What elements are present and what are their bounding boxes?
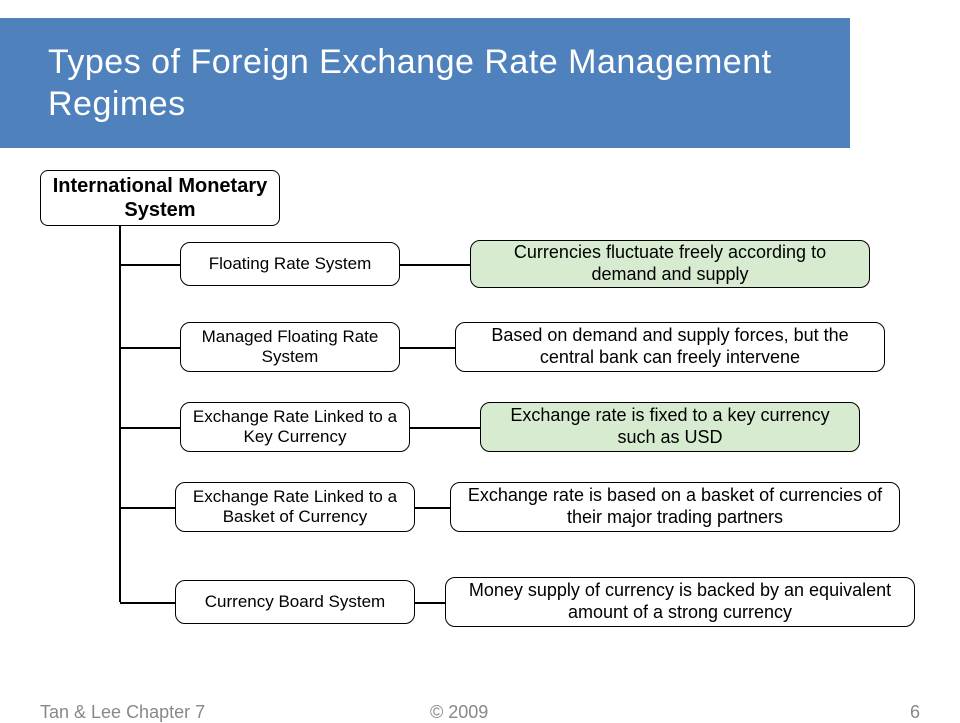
desc-label-1: Based on demand and supply forces, but t… xyxy=(466,325,874,368)
desc-label-4: Money supply of currency is backed by an… xyxy=(456,580,904,623)
link-0 xyxy=(400,264,470,266)
root-node: International Monetary System xyxy=(40,170,280,226)
regime-diagram: International Monetary System Floating R… xyxy=(0,170,960,670)
desc-node-4: Money supply of currency is backed by an… xyxy=(445,577,915,627)
branch-2 xyxy=(120,427,180,429)
link-1 xyxy=(400,347,455,349)
desc-node-0: Currencies fluctuate freely according to… xyxy=(470,240,870,288)
system-label-3: Exchange Rate Linked to a Basket of Curr… xyxy=(186,487,404,528)
system-node-1: Managed Floating Rate System xyxy=(180,322,400,372)
branch-1 xyxy=(120,347,180,349)
link-3 xyxy=(415,507,450,509)
link-4 xyxy=(415,602,445,604)
link-2 xyxy=(410,427,480,429)
branch-3 xyxy=(120,507,175,509)
system-label-4: Currency Board System xyxy=(205,592,385,612)
desc-label-0: Currencies fluctuate freely according to… xyxy=(481,242,859,285)
system-node-2: Exchange Rate Linked to a Key Currency xyxy=(180,402,410,452)
slide-title: Types of Foreign Exchange Rate Managemen… xyxy=(48,41,850,126)
desc-label-2: Exchange rate is fixed to a key currency… xyxy=(491,405,849,448)
desc-node-3: Exchange rate is based on a basket of cu… xyxy=(450,482,900,532)
root-label: International Monetary System xyxy=(51,174,269,222)
desc-node-2: Exchange rate is fixed to a key currency… xyxy=(480,402,860,452)
trunk-line xyxy=(119,226,121,602)
system-node-3: Exchange Rate Linked to a Basket of Curr… xyxy=(175,482,415,532)
system-label-0: Floating Rate System xyxy=(209,254,372,274)
system-node-0: Floating Rate System xyxy=(180,242,400,286)
desc-node-1: Based on demand and supply forces, but t… xyxy=(455,322,885,372)
branch-0 xyxy=(120,264,180,266)
slide-header: Types of Foreign Exchange Rate Managemen… xyxy=(0,18,850,148)
system-label-1: Managed Floating Rate System xyxy=(191,327,389,368)
branch-4 xyxy=(120,602,175,604)
system-label-2: Exchange Rate Linked to a Key Currency xyxy=(191,407,399,448)
system-node-4: Currency Board System xyxy=(175,580,415,624)
desc-label-3: Exchange rate is based on a basket of cu… xyxy=(461,485,889,528)
